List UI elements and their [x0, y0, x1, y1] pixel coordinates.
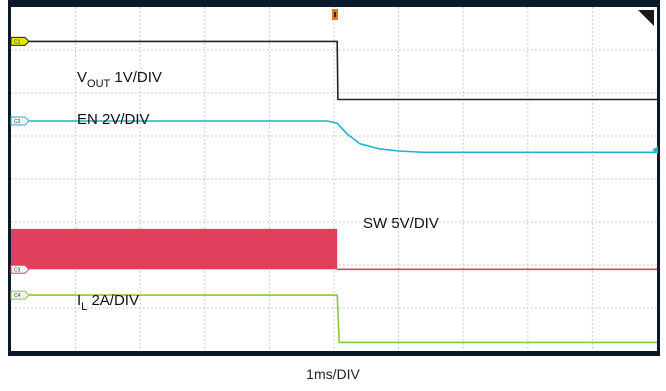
- sw-channel-marker: C3: [10, 264, 30, 274]
- sw-label: SW 5V/DIV: [363, 215, 439, 232]
- channel-markers: C1 C2 C3 C4: [10, 36, 30, 300]
- vout-channel-marker: C1: [10, 36, 30, 46]
- ch2-level-marker-icon: [652, 146, 658, 154]
- vout-channel-marker-icon: [10, 36, 30, 46]
- en-channel-marker-icon: [10, 116, 30, 126]
- trigger-marker-icon: [332, 9, 338, 20]
- trigger-marker-tip: [334, 12, 336, 17]
- sw-switching-band: [11, 228, 338, 270]
- il-channel-marker: C4: [10, 290, 30, 300]
- il-label: IL 2A/DIV: [77, 292, 139, 313]
- corner-icon: [638, 10, 654, 26]
- sw-channel-marker-text: C3: [14, 267, 21, 273]
- il-channel-marker-text: C4: [14, 293, 21, 299]
- il-trace: [11, 294, 657, 344]
- il-channel-marker-icon: [10, 290, 30, 300]
- traces: [11, 40, 657, 344]
- vout-trace: [11, 40, 657, 101]
- vout-channel-marker-text: C1: [14, 39, 21, 45]
- sw-channel-marker-icon: [10, 264, 30, 274]
- en-channel-marker-text: C2: [14, 119, 21, 125]
- en-trace: [11, 120, 657, 154]
- grid-lines: [11, 7, 657, 351]
- x-axis-label: 1ms/DIV: [306, 366, 360, 382]
- vout-label: VOUT 1V/DIV: [77, 69, 162, 90]
- en-label: EN 2V/DIV: [77, 111, 150, 128]
- en-channel-marker: C2: [10, 116, 30, 126]
